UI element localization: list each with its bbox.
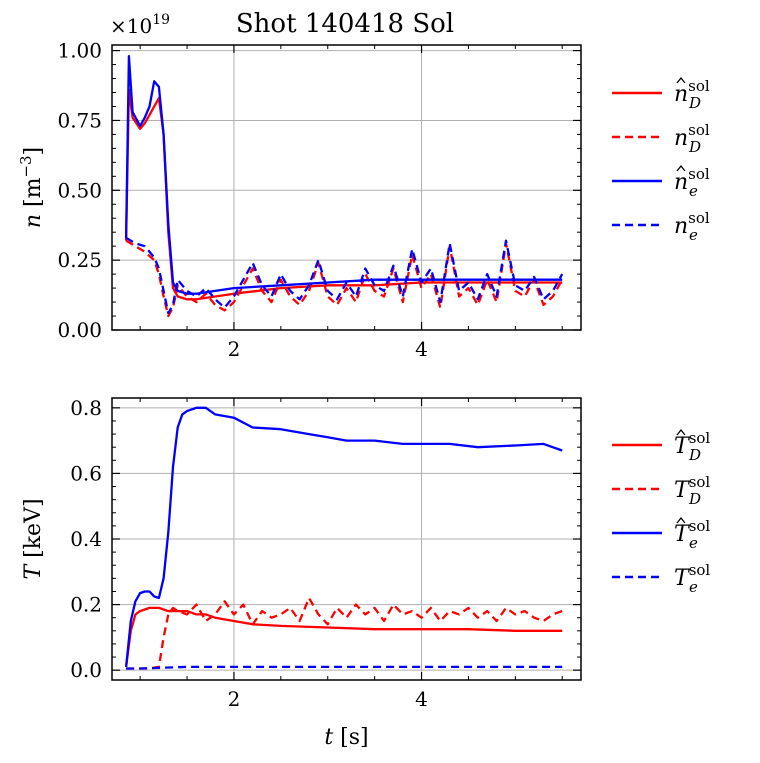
series-line-2	[124, 406, 563, 668]
legend-base: n	[674, 82, 688, 107]
legend-base: T	[674, 566, 691, 591]
legend-hat-accent	[676, 164, 686, 172]
legend-sup: sol	[688, 165, 710, 183]
y-tick-label: 0.6	[70, 461, 102, 485]
legend-sup: sol	[688, 209, 710, 227]
legend-sup: sol	[689, 429, 711, 447]
y-axis-unit: [keV]	[21, 498, 46, 564]
series-line-0	[124, 88, 563, 301]
legend-base: n	[674, 126, 688, 151]
y-axis-unit-exponent: −3	[17, 155, 35, 177]
legend-sub: e	[689, 578, 698, 596]
legend-base: T	[674, 522, 691, 547]
y-axis-variable: T	[21, 563, 46, 580]
y-axis-variable: n	[21, 214, 46, 228]
y-scale-factor: ×1019	[110, 12, 170, 38]
density-panel: 2 4 0.00 0.25 0.50 0.75 1.00 n [m−3] ×1019	[17, 12, 582, 361]
legend-sub: e	[689, 182, 698, 200]
legend-base: T	[674, 478, 691, 503]
y-tick-label: 0.2	[70, 593, 102, 617]
legend-label-2: Tsol e	[674, 517, 710, 552]
x-tick-label: 2	[228, 687, 241, 711]
legend-base: n	[674, 170, 688, 195]
y-tick-label: 0.4	[70, 527, 102, 551]
legend-sup: sol	[688, 121, 710, 139]
y-tick-label: 1.00	[57, 39, 102, 63]
y-axis-unit: [m	[21, 177, 46, 214]
legend-label-1: nsol D	[674, 121, 710, 156]
legend-sub: D	[688, 94, 701, 112]
legend-sup: sol	[688, 77, 710, 95]
y-tick-label: 0.00	[57, 318, 102, 342]
temperature-panel: 2 4 0.0 0.2 0.4 0.6 0.8 T [keV] t [s]	[21, 396, 582, 750]
scale-exponent: 19	[152, 12, 170, 28]
x-axis-unit: [s]	[333, 725, 368, 750]
y-tick-label: 0.75	[57, 108, 102, 132]
scale-base: ×10	[110, 14, 152, 38]
y-axis-title: T [keV]	[21, 498, 46, 579]
legend-sub: e	[689, 534, 698, 552]
y-tick-label: 0.0	[70, 658, 102, 682]
legend-sup: sol	[689, 473, 711, 491]
x-axis-variable: t	[324, 725, 333, 750]
series-line-1	[126, 596, 563, 670]
series-line-0	[124, 606, 563, 668]
legend-label-0: nsol D	[674, 77, 710, 112]
series-line-3	[126, 665, 563, 670]
legend-sub: D	[688, 446, 701, 464]
legend-base: T	[674, 434, 691, 459]
legend-hat-accent	[676, 428, 686, 436]
legend-label-3: nsol e	[674, 209, 710, 244]
legend-sup: sol	[689, 517, 711, 535]
legend-base: n	[674, 214, 688, 239]
y-tick-label: 0.50	[57, 178, 102, 202]
legend-label-2: nsol e	[674, 165, 710, 200]
x-tick-label: 4	[415, 687, 428, 711]
series-line-2	[124, 55, 563, 295]
legend-sub: D	[688, 138, 701, 156]
series-line-3	[125, 236, 564, 315]
legend-label-1: Tsol D	[674, 473, 710, 508]
y-axis-title: n [m−3]	[17, 147, 46, 228]
x-tick-label: 2	[228, 337, 241, 361]
plot-frame	[111, 44, 582, 331]
chart-title: Shot 140418 Sol	[236, 9, 454, 39]
legend-sub: e	[689, 226, 698, 244]
legend-hat-accent	[676, 516, 686, 524]
legend-hat-accent	[676, 76, 686, 84]
y-tick-label: 0.8	[70, 396, 102, 420]
x-tick-label: 4	[415, 337, 428, 361]
series-line-1	[125, 239, 564, 318]
legend-label-0: Tsol D	[674, 429, 710, 464]
legend-sub: D	[688, 490, 701, 508]
legend-sup: sol	[689, 561, 711, 579]
y-axis-unit-close: ]	[21, 147, 46, 156]
y-tick-label: 0.25	[57, 248, 102, 272]
legend-label-3: Tsol e	[674, 561, 710, 596]
x-axis-title: t [s]	[324, 725, 368, 750]
